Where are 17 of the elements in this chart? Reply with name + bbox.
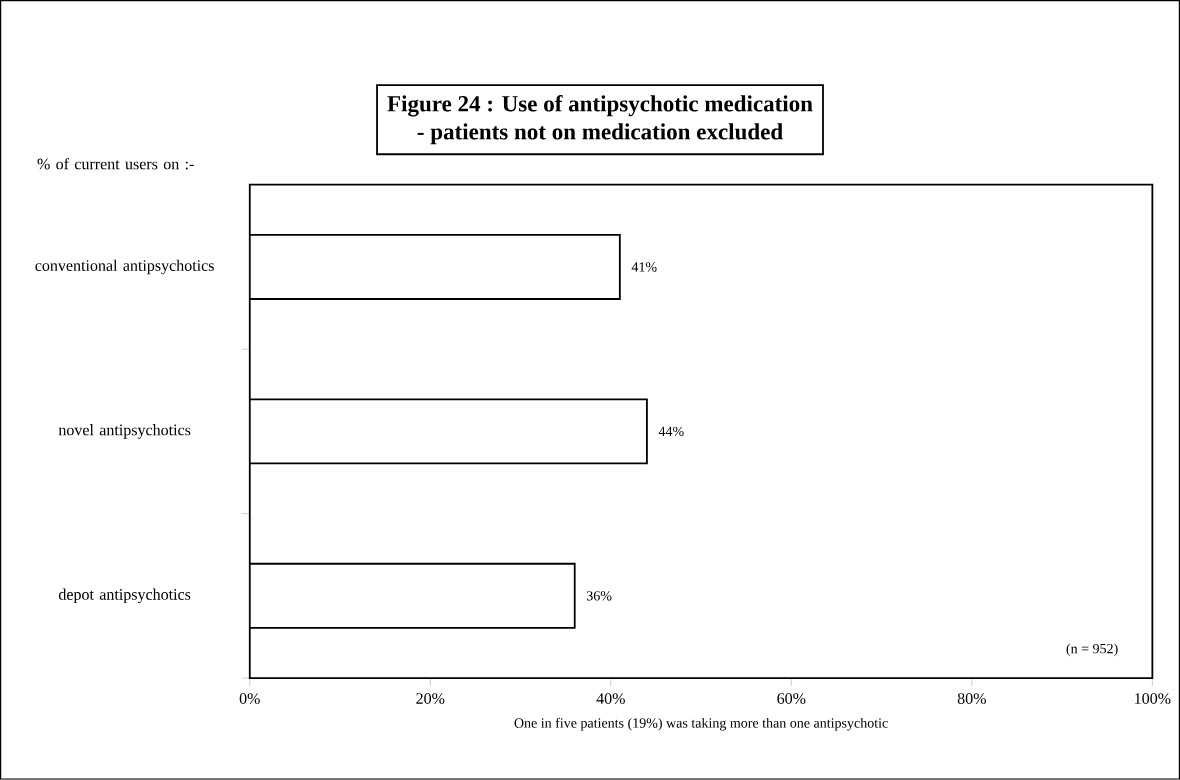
x-tick-label: 40% xyxy=(596,693,625,705)
x-tick-label: 20% xyxy=(416,693,445,705)
chart-subtitle: - patients not on medication excluded xyxy=(417,123,783,145)
annotation: (n = 952) xyxy=(1066,643,1118,657)
y-tick-label: novel antipsychotics xyxy=(58,424,191,439)
x-tick-label: 60% xyxy=(777,693,806,705)
data-label: 36% xyxy=(586,591,612,601)
data-label: 44% xyxy=(658,426,684,437)
y-tick-label: conventional antipsychotics xyxy=(35,259,214,275)
y-axis-title: % of current users on :- xyxy=(37,158,194,170)
data-label: 41% xyxy=(631,262,657,272)
x-tick-label: 0% xyxy=(239,693,260,705)
chart-title: Figure 24 : Use of antipsychotic medication xyxy=(387,95,813,117)
x-axis-title: One in five patients (19%) was taking more than one antipsychotic xyxy=(514,717,888,731)
x-tick-label: 100% xyxy=(1135,693,1171,705)
x-tick-label: 80% xyxy=(957,693,986,705)
y-tick-label: depot antipsychotics xyxy=(58,588,191,604)
